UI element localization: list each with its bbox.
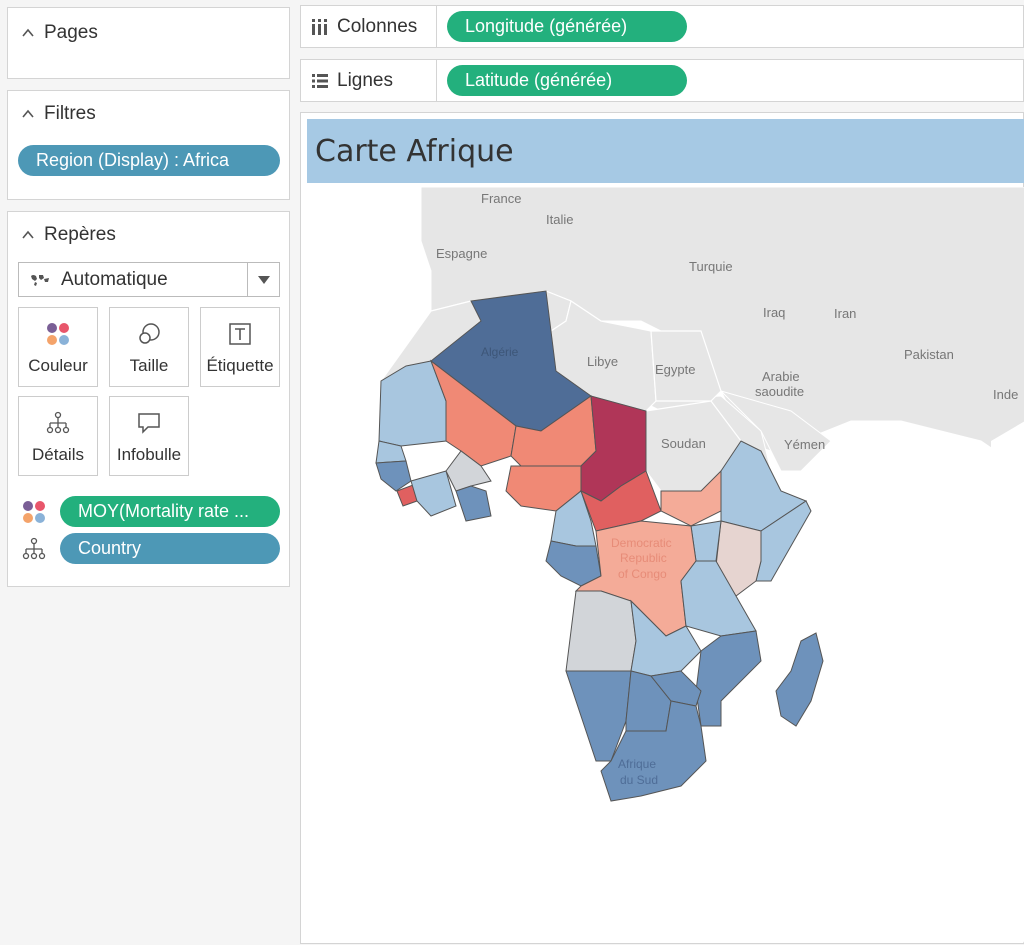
label-iran: Iran xyxy=(834,306,856,321)
viz-title: Carte Afrique xyxy=(307,119,1024,183)
country-angola xyxy=(565,590,637,672)
label-afsud-1: Afrique xyxy=(618,757,656,771)
label-yemen: Yémen xyxy=(784,437,825,452)
filter-pill-region[interactable]: Region (Display) : Africa xyxy=(18,145,280,176)
pages-card: Pages xyxy=(7,7,290,79)
text-t-icon xyxy=(229,323,251,345)
marks-title: Repères xyxy=(44,224,116,245)
country-gabon-congo xyxy=(545,540,602,587)
label-arabie: Arabie xyxy=(762,369,800,384)
chevron-up-icon[interactable] xyxy=(22,108,34,120)
triangle-down-icon xyxy=(257,275,270,284)
visualization-area: Carte Afrique xyxy=(300,112,1024,944)
size-button-label: Taille xyxy=(129,356,169,375)
columns-pill-longitude[interactable]: Longitude (générée) xyxy=(447,11,687,42)
label-drc-3: of Congo xyxy=(618,567,667,581)
color-dots-icon xyxy=(47,323,69,345)
columns-icon xyxy=(312,18,327,35)
country-south-africa xyxy=(600,700,707,802)
mark-type-select[interactable]: Automatique xyxy=(18,262,280,297)
label-egypte: Egypte xyxy=(655,362,695,377)
label-espagne: Espagne xyxy=(436,246,487,261)
filters-title: Filtres xyxy=(44,103,96,124)
detail-field-pill[interactable]: Country xyxy=(60,533,280,564)
rows-label-text: Lignes xyxy=(337,69,393,91)
rows-shelf-label: Lignes xyxy=(311,60,437,101)
columns-label-text: Colonnes xyxy=(337,15,418,37)
size-circles-icon xyxy=(139,323,160,344)
detail-tree-icon xyxy=(46,411,70,434)
country-mozambique xyxy=(695,630,762,727)
label-turquie: Turquie xyxy=(689,259,733,274)
color-button[interactable]: Couleur xyxy=(18,307,98,387)
detail-tree-icon xyxy=(22,537,46,560)
country-guinea xyxy=(375,460,412,492)
color-button-label: Couleur xyxy=(28,356,88,375)
rows-pill-latitude[interactable]: Latitude (générée) xyxy=(447,65,687,96)
label-libye: Libye xyxy=(587,354,618,369)
country-ghana xyxy=(455,485,492,522)
marks-card: Repères Automatique Couleur xyxy=(7,211,290,587)
pages-title: Pages xyxy=(44,22,98,43)
label-algerie: Algérie xyxy=(481,345,519,359)
size-button[interactable]: Taille xyxy=(109,307,189,387)
rows-icon xyxy=(312,73,328,88)
africa-countries[interactable] xyxy=(375,290,824,802)
country-ivory-coast xyxy=(410,470,457,517)
tooltip-button[interactable]: Infobulle xyxy=(109,396,189,476)
label-france: France xyxy=(481,191,521,206)
columns-shelf[interactable]: Colonnes Longitude (générée) xyxy=(300,5,1024,48)
chevron-up-icon[interactable] xyxy=(22,229,34,241)
speech-bubble-icon xyxy=(138,413,160,434)
columns-shelf-label: Colonnes xyxy=(311,6,437,47)
region-egypt xyxy=(650,330,722,402)
dropdown-caret[interactable] xyxy=(247,263,279,296)
chevron-up-icon[interactable] xyxy=(22,27,34,39)
label-iraq: Iraq xyxy=(763,305,785,320)
country-zimbabwe xyxy=(650,670,702,707)
color-field-pill[interactable]: MOY(Mortality rate ... xyxy=(60,496,280,527)
label-button-label: Étiquette xyxy=(206,356,274,375)
label-drc-2: Republic xyxy=(620,551,667,565)
world-map-icon xyxy=(31,274,49,286)
filters-header[interactable]: Filtres xyxy=(22,103,96,125)
label-drc-1: Democratic xyxy=(611,536,672,550)
country-madagascar xyxy=(775,632,824,727)
detail-button[interactable]: Détails xyxy=(18,396,98,476)
mark-type-value: Automatique xyxy=(61,268,168,290)
label-soudan: Soudan xyxy=(661,436,706,451)
label-button[interactable]: Étiquette xyxy=(200,307,280,387)
map-labels: France Italie Espagne Turquie Iraq Iran … xyxy=(436,191,1018,787)
label-saoudite: saoudite xyxy=(755,384,804,399)
marks-header[interactable]: Repères xyxy=(22,224,116,246)
label-inde: Inde xyxy=(993,387,1018,402)
workspace: Colonnes Longitude (générée) Lignes Lati… xyxy=(300,0,1024,944)
label-italie: Italie xyxy=(546,212,573,227)
pages-header[interactable]: Pages xyxy=(22,22,98,44)
label-afsud-2: du Sud xyxy=(620,773,658,787)
tooltip-button-label: Infobulle xyxy=(116,445,182,464)
color-dots-icon xyxy=(23,501,45,523)
label-pakistan: Pakistan xyxy=(904,347,954,362)
africa-map[interactable]: France Italie Espagne Turquie Iraq Iran … xyxy=(307,187,1024,945)
rows-shelf[interactable]: Lignes Latitude (générée) xyxy=(300,59,1024,102)
detail-button-label: Détails xyxy=(32,445,84,464)
side-panel: Pages Filtres Region (Display) : Africa … xyxy=(0,0,298,944)
filters-card: Filtres Region (Display) : Africa xyxy=(7,90,290,200)
